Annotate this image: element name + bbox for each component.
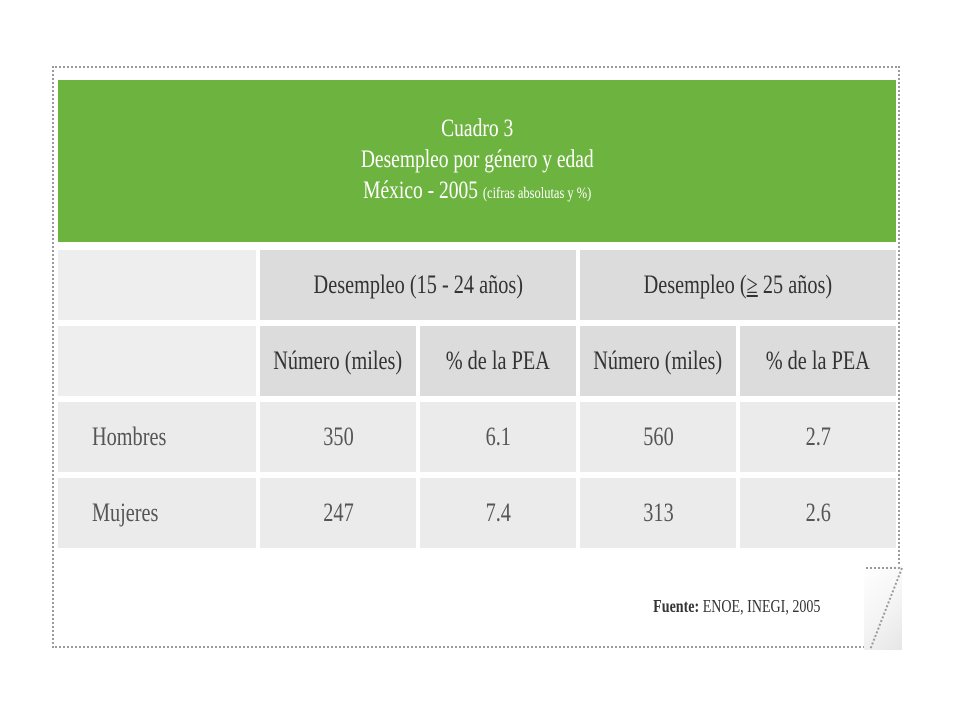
source-note: Fuente: ENOE, INEGI, 2005 — [653, 596, 820, 617]
source-label: Fuente: — [652, 596, 699, 616]
group-header-25-plus-prefix: Desempleo ( — [643, 270, 747, 299]
subheader-label: % de la PEA — [765, 346, 871, 375]
cell-value: 2.6 — [805, 498, 831, 527]
subheader-label: % de la PEA — [445, 346, 551, 375]
table-cell: 313 — [580, 478, 736, 548]
row-label: Hombres — [92, 422, 167, 451]
group-header-25-plus: Desempleo (≥ 25 años) — [580, 250, 896, 320]
cell-value: 2.7 — [805, 422, 831, 451]
cell-value: 7.4 — [485, 498, 511, 527]
group-header-25-plus-suffix: 25 años) — [757, 270, 833, 299]
table-subtitle-note: (cifras absolutas y %) — [482, 185, 592, 202]
subheader-label: Número (miles) — [593, 346, 723, 375]
table-subtitle: México - 2005 (cifras absolutas y %) — [363, 175, 591, 209]
cell-value: 350 — [322, 422, 354, 451]
cell-value: 313 — [642, 498, 674, 527]
subheader-pea-25-plus: % de la PEA — [740, 326, 896, 396]
table-number: Cuadro 3 — [440, 115, 514, 142]
table-cell: 2.6 — [740, 478, 896, 548]
group-header-15-24-label: Desempleo (15 - 24 años) — [313, 270, 523, 299]
subheader-blank-cell — [58, 326, 256, 396]
table-cell: 6.1 — [420, 402, 576, 472]
group-header-15-24: Desempleo (15 - 24 años) — [260, 250, 576, 320]
group-header-25-plus-label: Desempleo (≥ 25 años) — [644, 270, 833, 300]
subheader-number-25-plus: Número (miles) — [580, 326, 736, 396]
row-label-mujeres: Mujeres — [58, 478, 256, 548]
cell-value: 560 — [642, 422, 674, 451]
source-text: ENOE, INEGI, 2005 — [698, 596, 820, 616]
subheader-label: Número (miles) — [273, 346, 403, 375]
row-label: Mujeres — [92, 498, 159, 527]
page-curl — [864, 566, 902, 650]
table-subtitle-main: México - 2005 — [362, 177, 478, 204]
table-cell: 350 — [260, 402, 416, 472]
page-curl-edge — [866, 567, 904, 651]
cell-value: 247 — [322, 498, 354, 527]
corner-blank-cell — [58, 250, 256, 320]
row-label-hombres: Hombres — [58, 402, 256, 472]
table-cell: 247 — [260, 478, 416, 548]
subheader-number-15-24: Número (miles) — [260, 326, 416, 396]
table-cell: 560 — [580, 402, 736, 472]
table-cell: 2.7 — [740, 402, 896, 472]
subheader-pea-15-24: % de la PEA — [420, 326, 576, 396]
group-header-25-plus-symbol: ≥ — [746, 270, 758, 299]
table-title: Desempleo por género y edad — [360, 146, 594, 173]
table-cell: 7.4 — [420, 478, 576, 548]
table-title-block: Cuadro 3 Desempleo por género y edad Méx… — [58, 80, 896, 242]
cell-value: 6.1 — [485, 422, 511, 451]
